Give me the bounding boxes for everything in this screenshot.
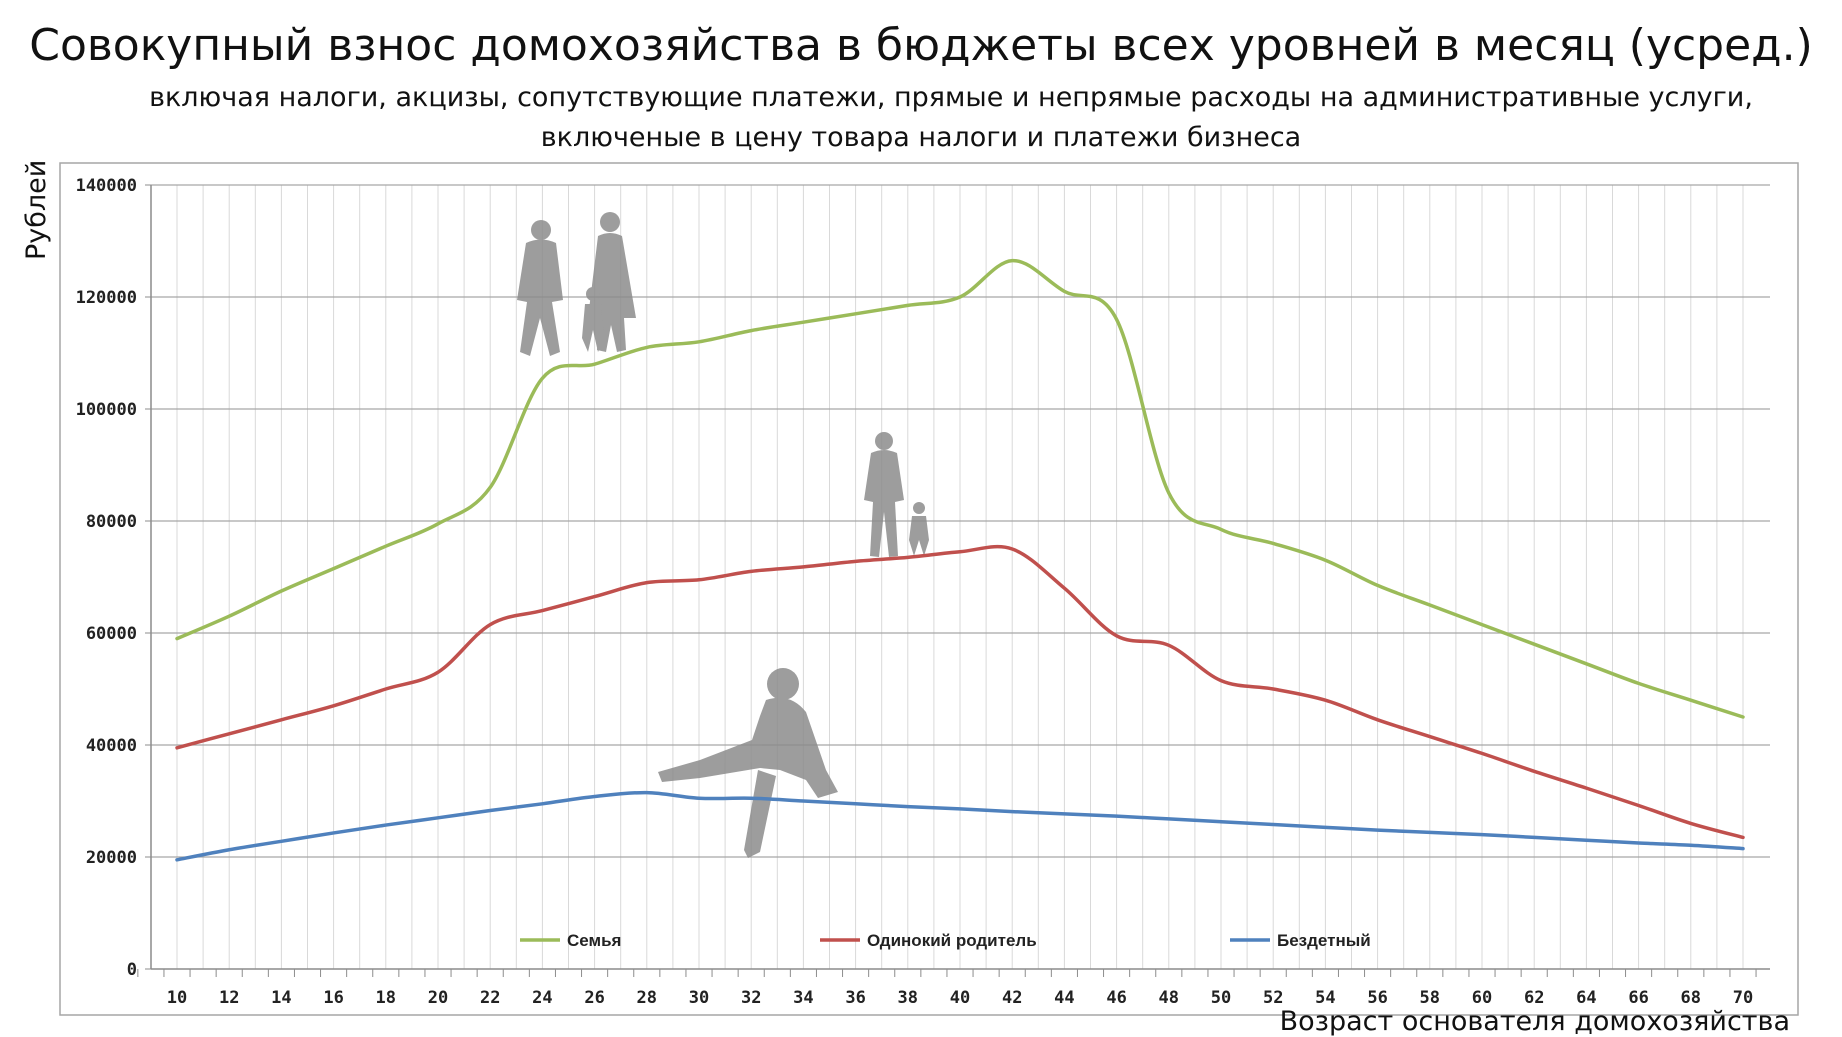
y-tick-label: 80000 xyxy=(86,512,137,532)
y-tick-label: 140000 xyxy=(76,176,137,196)
x-axis-label: Возраст основателя домохозяйства xyxy=(1280,1006,1790,1037)
legend-label: Одинокий родитель xyxy=(867,931,1037,950)
legend-label: Семья xyxy=(567,931,621,950)
x-tick-label: 48 xyxy=(1159,988,1179,1008)
x-tick-label: 42 xyxy=(1002,988,1022,1008)
x-tick-label: 18 xyxy=(376,988,396,1008)
parent-child-silhouette-icon xyxy=(864,432,929,557)
y-tick-label: 100000 xyxy=(76,400,137,420)
x-tick-label: 20 xyxy=(428,988,448,1008)
y-tick-label: 60000 xyxy=(86,624,137,644)
x-tick-label: 10 xyxy=(167,988,187,1008)
y-tick-label: 40000 xyxy=(86,736,137,756)
x-tick-label: 26 xyxy=(584,988,604,1008)
x-tick-labels: 10 12 14 16 18 20 22 24 26 28 30 32 34 36 38 40 42 44 46 48… xyxy=(167,988,1753,1008)
x-tick-label: 16 xyxy=(323,988,343,1008)
x-tick-label: 50 xyxy=(1211,988,1231,1008)
x-tick-label: 38 xyxy=(898,988,918,1008)
legend: Семья Одинокий родитель Бездетный xyxy=(520,931,1371,950)
x-tick-label: 46 xyxy=(1106,988,1126,1008)
x-tick-label: 30 xyxy=(689,988,709,1008)
y-axis-label: Рублей xyxy=(21,160,52,260)
x-tick-label: 70 xyxy=(1733,988,1753,1008)
x-tick-label: 36 xyxy=(845,988,865,1008)
x-tick-label: 66 xyxy=(1628,988,1648,1008)
x-tick-label: 52 xyxy=(1263,988,1283,1008)
legend-label: Бездетный xyxy=(1277,931,1371,950)
x-tick-label: 62 xyxy=(1524,988,1544,1008)
axes xyxy=(138,185,1770,977)
y-tick-label: 20000 xyxy=(86,848,137,868)
x-tick-label: 44 xyxy=(1054,988,1074,1008)
woman-silhouette-icon xyxy=(658,668,838,858)
x-tick-label: 14 xyxy=(271,988,291,1008)
y-tick-label: 0 xyxy=(127,960,137,980)
x-tick-label: 40 xyxy=(950,988,970,1008)
chart-frame xyxy=(60,163,1798,1015)
x-tick-label: 32 xyxy=(741,988,761,1008)
x-tick-label: 22 xyxy=(480,988,500,1008)
y-tick-labels: 0 20000 40000 60000 80000 100000 120000 140000 xyxy=(76,176,137,980)
y-tick-label: 120000 xyxy=(76,288,137,308)
x-tick-label: 54 xyxy=(1315,988,1335,1008)
x-tick-label: 12 xyxy=(219,988,239,1008)
x-tick-label: 60 xyxy=(1472,988,1492,1008)
x-tick-label: 64 xyxy=(1576,988,1596,1008)
x-tick-label: 68 xyxy=(1681,988,1701,1008)
family-silhouette-icon xyxy=(517,212,636,356)
x-tick-label: 56 xyxy=(1367,988,1387,1008)
x-tick-label: 24 xyxy=(532,988,552,1008)
vertical-gridlines xyxy=(177,185,1743,969)
x-tick-label: 34 xyxy=(793,988,813,1008)
x-tick-label: 28 xyxy=(637,988,657,1008)
x-tick-label: 58 xyxy=(1420,988,1440,1008)
